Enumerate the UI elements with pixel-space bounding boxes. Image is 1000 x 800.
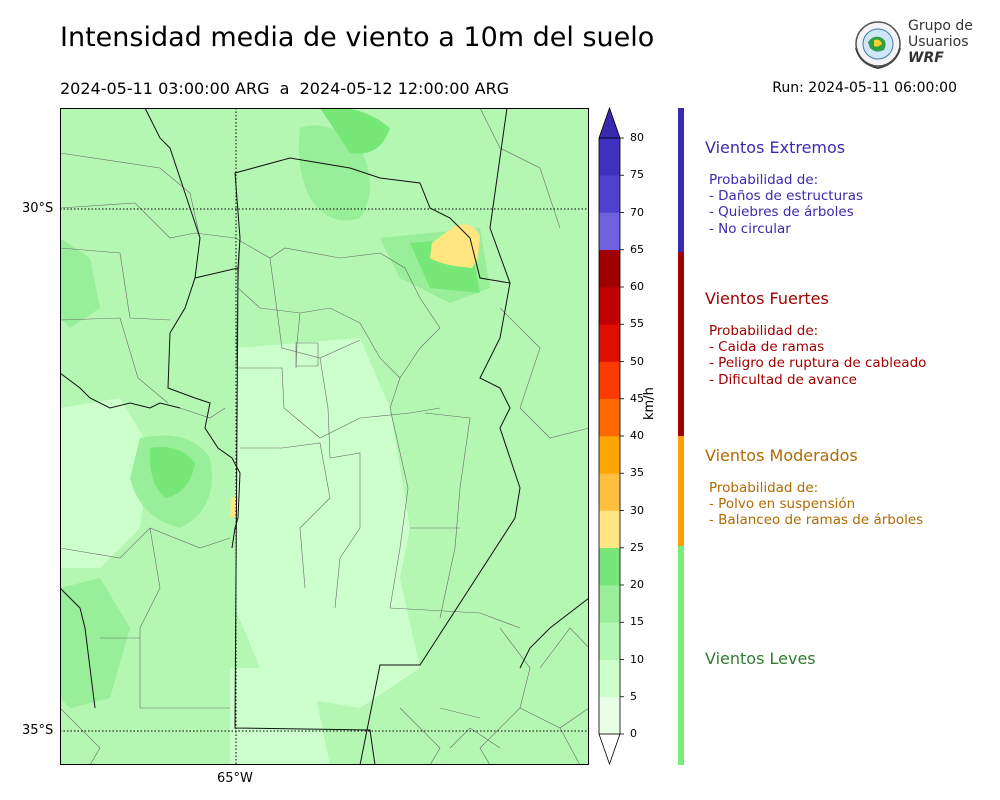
category-bar-extremos <box>678 108 684 252</box>
colorbar-segment <box>599 324 620 362</box>
colorbar-segment <box>599 361 620 400</box>
colorbar-segment <box>599 249 620 288</box>
category-title-leves: Vientos Leves <box>705 649 816 668</box>
colorbar-tick-label: 0 <box>630 727 637 740</box>
colorbar-unit: km/h <box>642 387 657 420</box>
strong-wind-core <box>149 447 195 498</box>
lon-label-65w: 65°W <box>217 771 253 786</box>
colorbar-segment <box>599 585 620 623</box>
map-frame <box>60 108 589 765</box>
department-borders <box>60 108 589 765</box>
wrf-logo-icon <box>855 21 901 70</box>
colorbar-extension-low <box>598 733 621 766</box>
colorbar-tick-label: 15 <box>630 615 644 629</box>
chart-title: Intensidad media de viento a 10m del sue… <box>60 22 655 53</box>
colorbar-tick-label: 80 <box>630 131 644 144</box>
colorbar-segment <box>599 696 620 735</box>
colorbar-extension-high <box>598 106 621 139</box>
light-wind-zone <box>300 578 420 708</box>
light-wind-zone <box>230 668 330 765</box>
category-bar-leves <box>678 546 684 765</box>
category-title-fuertes: Vientos Fuertes <box>705 289 829 308</box>
wind-map <box>60 108 589 765</box>
colorbar-tick-label: 35 <box>630 466 644 480</box>
category-bar-fuertes <box>678 252 684 436</box>
lat-label-30s: 30°S <box>22 201 54 216</box>
colorbar-segment <box>599 622 620 660</box>
category-title-moderados: Vientos Moderados <box>705 446 858 465</box>
logo-line3: WRF <box>908 50 944 66</box>
colorbar-segment <box>599 287 620 325</box>
forecast-period: 2024-05-11 03:00:00 ARG a 2024-05-12 12:… <box>60 79 510 98</box>
colorbar <box>598 106 624 766</box>
colorbar-segment <box>599 510 620 549</box>
colorbar-tick-label: 70 <box>630 205 644 219</box>
colorbar-tick-label: 75 <box>630 168 644 182</box>
colorbar-segment <box>599 398 620 437</box>
colorbar-segment <box>599 473 620 511</box>
colorbar-tick-label: 25 <box>630 540 644 554</box>
lat-label-35s: 35°S <box>22 723 54 738</box>
strong-wind-core <box>320 108 390 154</box>
stronger-wind-zone <box>60 238 100 328</box>
colorbar-segment <box>599 212 620 251</box>
colorbar-segment <box>599 436 620 474</box>
colorbar-segment <box>599 547 620 586</box>
category-bar-moderados <box>678 436 684 546</box>
stronger-wind-zone <box>60 578 130 708</box>
logo-line1: Grupo de <box>908 18 973 34</box>
light-wind-zone <box>60 398 150 568</box>
colorbar-tick-label: 65 <box>630 242 644 256</box>
colorbar-tick-label: 5 <box>630 689 637 703</box>
logo-text: Grupo de Usuarios WRF <box>908 18 973 66</box>
run-time: Run: 2024-05-11 06:00:00 <box>772 80 957 96</box>
logo-line2: Usuarios <box>908 34 969 50</box>
colorbar-tick-label: 45 <box>630 391 644 405</box>
colorbar-tick-label: 10 <box>630 652 644 666</box>
colorbar-tick-label: 30 <box>630 503 644 517</box>
category-desc-moderados: Probabilidad de: - Polvo en suspensión -… <box>709 480 924 529</box>
colorbar-tick-label: 40 <box>630 429 644 442</box>
colorbar-segment <box>599 138 620 176</box>
colorbar-segment <box>599 175 620 213</box>
colorbar-segment <box>599 659 620 698</box>
province-borders <box>60 108 589 765</box>
category-desc-extremos: Probabilidad de: - Daños de estructuras … <box>709 172 864 237</box>
colorbar-tick-label: 50 <box>630 354 644 368</box>
colorbar-tick-label: 60 <box>630 280 644 293</box>
colorbar-tick-label: 55 <box>630 317 644 331</box>
colorbar-tick-label: 20 <box>630 578 644 591</box>
category-title-extremos: Vientos Extremos <box>705 138 846 157</box>
category-desc-fuertes: Probabilidad de: - Caida de ramas - Peli… <box>709 323 927 388</box>
